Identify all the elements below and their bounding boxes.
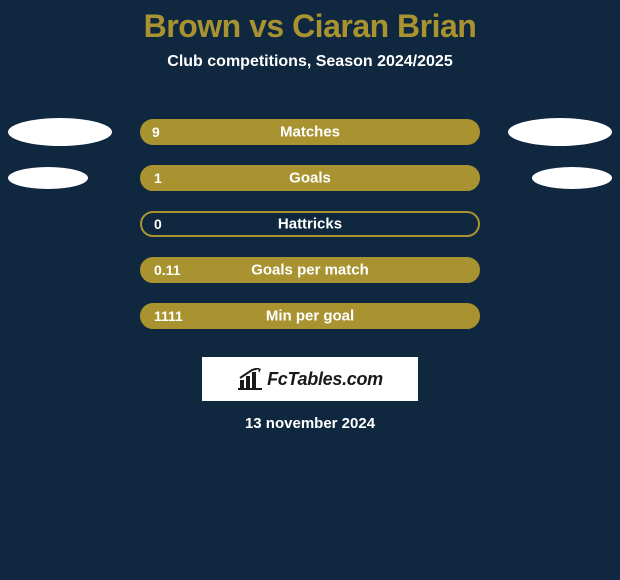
stat-label: Matches xyxy=(140,124,480,141)
stat-label: Goals per match xyxy=(142,262,478,279)
logo-text: FcTables.com xyxy=(267,369,383,390)
stat-row-matches: 9 Matches xyxy=(0,109,620,155)
stat-bar-goals: 1 Goals xyxy=(140,165,480,191)
comparison-card: Brown vs Ciaran Brian Club competitions,… xyxy=(0,0,620,580)
stat-label: Hattricks xyxy=(142,216,478,233)
fctables-logo: FcTables.com xyxy=(202,357,418,401)
stat-label: Min per goal xyxy=(142,308,478,325)
date-line: 13 november 2024 xyxy=(0,415,620,432)
stat-row-goals: 1 Goals xyxy=(0,155,620,201)
stat-bar-matches: 9 Matches xyxy=(140,119,480,145)
stat-bar-mpg: 1111 Min per goal xyxy=(140,303,480,329)
stat-label: Goals xyxy=(142,170,478,187)
stats-area: 9 Matches 1 Goals 0 Hattricks 0.11 Goals… xyxy=(0,109,620,339)
left-ellipse-2 xyxy=(8,167,88,189)
right-ellipse-2 xyxy=(532,167,612,189)
left-ellipse-1 xyxy=(8,118,112,146)
stat-row-mpg: 1111 Min per goal xyxy=(0,293,620,339)
page-title: Brown vs Ciaran Brian xyxy=(0,0,620,45)
stat-row-gpm: 0.11 Goals per match xyxy=(0,247,620,293)
bar-chart-icon xyxy=(237,368,263,390)
subtitle: Club competitions, Season 2024/2025 xyxy=(0,53,620,71)
stat-bar-gpm: 0.11 Goals per match xyxy=(140,257,480,283)
stat-bar-hattricks: 0 Hattricks xyxy=(140,211,480,237)
stat-row-hattricks: 0 Hattricks xyxy=(0,201,620,247)
right-ellipse-1 xyxy=(508,118,612,146)
